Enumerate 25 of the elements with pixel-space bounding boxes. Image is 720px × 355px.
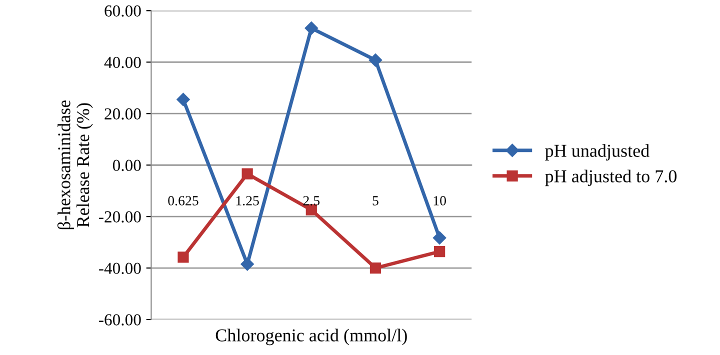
x-tick-label: 5 bbox=[372, 196, 378, 206]
point bbox=[240, 258, 254, 271]
y-tick-label: 20.00 bbox=[104, 108, 141, 120]
y-tick-label: 60.00 bbox=[104, 5, 141, 17]
point bbox=[434, 246, 446, 258]
y-axis-title: β-hexosaminidase Release Rate (%) bbox=[57, 100, 93, 230]
point bbox=[178, 252, 189, 263]
y-tick-label: -20.00 bbox=[99, 211, 141, 223]
point bbox=[304, 22, 318, 35]
point bbox=[242, 168, 253, 180]
x-tick-label: 0.625 bbox=[168, 196, 198, 206]
y-tick-label: 40.00 bbox=[104, 56, 141, 68]
legend-label: pH unadjusted bbox=[545, 144, 650, 161]
x-tick-label: 2.5 bbox=[303, 196, 320, 206]
y-tick-label: 0.00 bbox=[112, 160, 141, 172]
y-tick-label: -40.00 bbox=[99, 262, 141, 274]
legend-label: pH adjusted to 7.0 bbox=[545, 170, 677, 186]
point bbox=[368, 53, 382, 67]
point bbox=[432, 231, 446, 244]
y-tick-label: -60.00 bbox=[99, 314, 141, 326]
point bbox=[370, 262, 382, 274]
point bbox=[176, 92, 190, 106]
x-axis-title: Chlorogenic acid (mmol/l) bbox=[216, 328, 407, 346]
x-tick-label: 1.25 bbox=[236, 196, 259, 206]
x-tick-label: 10 bbox=[434, 196, 446, 206]
